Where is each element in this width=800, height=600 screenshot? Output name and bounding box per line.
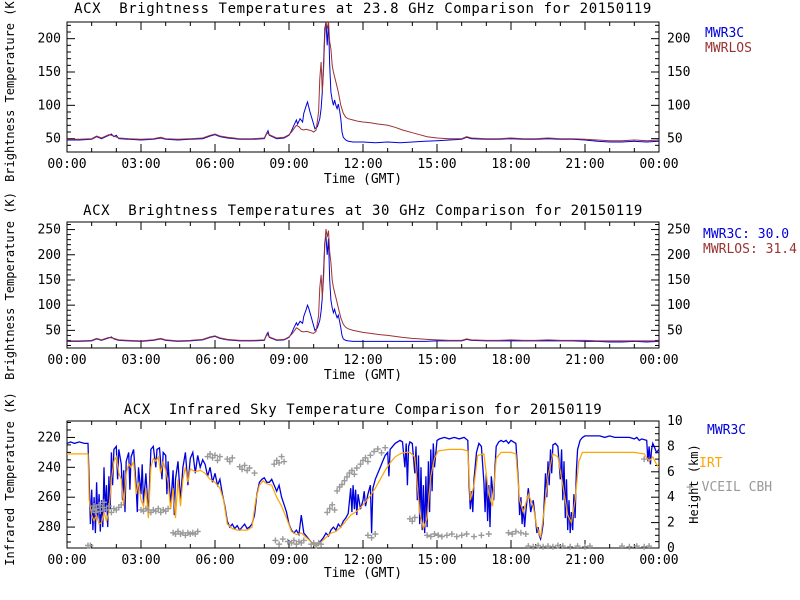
svg-text:09:00: 09:00 bbox=[269, 353, 308, 368]
svg-text:250: 250 bbox=[667, 223, 690, 238]
svg-text:150: 150 bbox=[667, 65, 690, 80]
svg-text:260: 260 bbox=[38, 490, 61, 505]
svg-text:06:00: 06:00 bbox=[195, 157, 234, 172]
chart2-x-axis-label: Time (GMT) bbox=[323, 368, 403, 383]
chart2-legend-mwrlos: MWRLOS: 31.4 bbox=[703, 242, 797, 257]
svg-text:100: 100 bbox=[38, 98, 61, 113]
svg-text:15:00: 15:00 bbox=[417, 353, 456, 368]
svg-text:15:00: 15:00 bbox=[417, 157, 456, 172]
svg-text:2: 2 bbox=[667, 516, 675, 531]
chart3-legend-mwr3c: MWR3C bbox=[707, 423, 747, 438]
svg-text:18:00: 18:00 bbox=[491, 157, 530, 172]
svg-text:00:00: 00:00 bbox=[639, 157, 678, 172]
svg-text:200: 200 bbox=[38, 248, 61, 263]
svg-text:03:00: 03:00 bbox=[121, 553, 160, 568]
svg-text:50: 50 bbox=[667, 323, 683, 338]
chart3-legend-vceil-cbh: + VCEIL CBH bbox=[686, 480, 773, 495]
svg-text:100: 100 bbox=[667, 98, 690, 113]
svg-text:0: 0 bbox=[667, 541, 675, 556]
chart3-x-axis-label: Time (GMT) bbox=[323, 566, 403, 581]
chart1-legend-mwr3c: MWR3C bbox=[705, 26, 745, 41]
chart3-legend-irt: IRT bbox=[699, 456, 723, 471]
chart3-y-axis-label: Infrared Temperature (K) bbox=[3, 392, 17, 566]
svg-text:100: 100 bbox=[38, 298, 61, 313]
svg-text:00:00: 00:00 bbox=[639, 353, 678, 368]
svg-text:200: 200 bbox=[667, 32, 690, 47]
svg-text:200: 200 bbox=[38, 32, 61, 47]
svg-text:6: 6 bbox=[667, 465, 675, 480]
svg-text:00:00: 00:00 bbox=[47, 353, 86, 368]
chart3-title: ACX Infrared Sky Temperature Comparison … bbox=[123, 402, 603, 418]
svg-text:4: 4 bbox=[667, 490, 675, 505]
svg-text:21:00: 21:00 bbox=[565, 553, 604, 568]
svg-text:06:00: 06:00 bbox=[195, 553, 234, 568]
chart2-legend-mwr3c: MWR3C: 30.0 bbox=[703, 227, 790, 242]
svg-text:06:00: 06:00 bbox=[195, 353, 234, 368]
svg-text:50: 50 bbox=[667, 132, 683, 147]
chart1-y-axis-label: Brightness Temperature (K) bbox=[3, 0, 17, 182]
svg-text:200: 200 bbox=[667, 248, 690, 263]
svg-text:03:00: 03:00 bbox=[121, 353, 160, 368]
svg-text:12:00: 12:00 bbox=[343, 353, 382, 368]
svg-text:8: 8 bbox=[667, 439, 675, 454]
svg-text:100: 100 bbox=[667, 298, 690, 313]
svg-text:18:00: 18:00 bbox=[491, 353, 530, 368]
chart1-title: ACX Brightness Temperatures at 23.8 GHz … bbox=[74, 1, 652, 17]
svg-text:00:00: 00:00 bbox=[47, 553, 86, 568]
svg-text:10: 10 bbox=[667, 414, 683, 429]
svg-text:00:00: 00:00 bbox=[47, 157, 86, 172]
chart2-title: ACX Brightness Temperatures at 30 GHz Co… bbox=[83, 203, 643, 219]
svg-text:280: 280 bbox=[38, 520, 61, 535]
svg-text:18:00: 18:00 bbox=[491, 553, 530, 568]
svg-text:150: 150 bbox=[38, 273, 61, 288]
svg-text:50: 50 bbox=[45, 323, 61, 338]
chart2-y-axis-label: Brightness Temperature (K) bbox=[3, 192, 17, 380]
svg-text:12:00: 12:00 bbox=[343, 553, 382, 568]
svg-text:12:00: 12:00 bbox=[343, 157, 382, 172]
svg-text:03:00: 03:00 bbox=[121, 157, 160, 172]
svg-text:50: 50 bbox=[45, 132, 61, 147]
svg-text:150: 150 bbox=[667, 273, 690, 288]
chart1-x-axis-label: Time (GMT) bbox=[323, 172, 403, 187]
svg-text:21:00: 21:00 bbox=[565, 353, 604, 368]
svg-text:09:00: 09:00 bbox=[269, 157, 308, 172]
chart1-legend-mwrlos: MWRLOS bbox=[705, 41, 752, 56]
svg-text:150: 150 bbox=[38, 65, 61, 80]
svg-text:21:00: 21:00 bbox=[565, 157, 604, 172]
svg-text:250: 250 bbox=[38, 223, 61, 238]
svg-text:09:00: 09:00 bbox=[269, 553, 308, 568]
svg-text:00:00: 00:00 bbox=[639, 553, 678, 568]
svg-text:15:00: 15:00 bbox=[417, 553, 456, 568]
svg-text:240: 240 bbox=[38, 460, 61, 475]
svg-text:220: 220 bbox=[38, 430, 61, 445]
